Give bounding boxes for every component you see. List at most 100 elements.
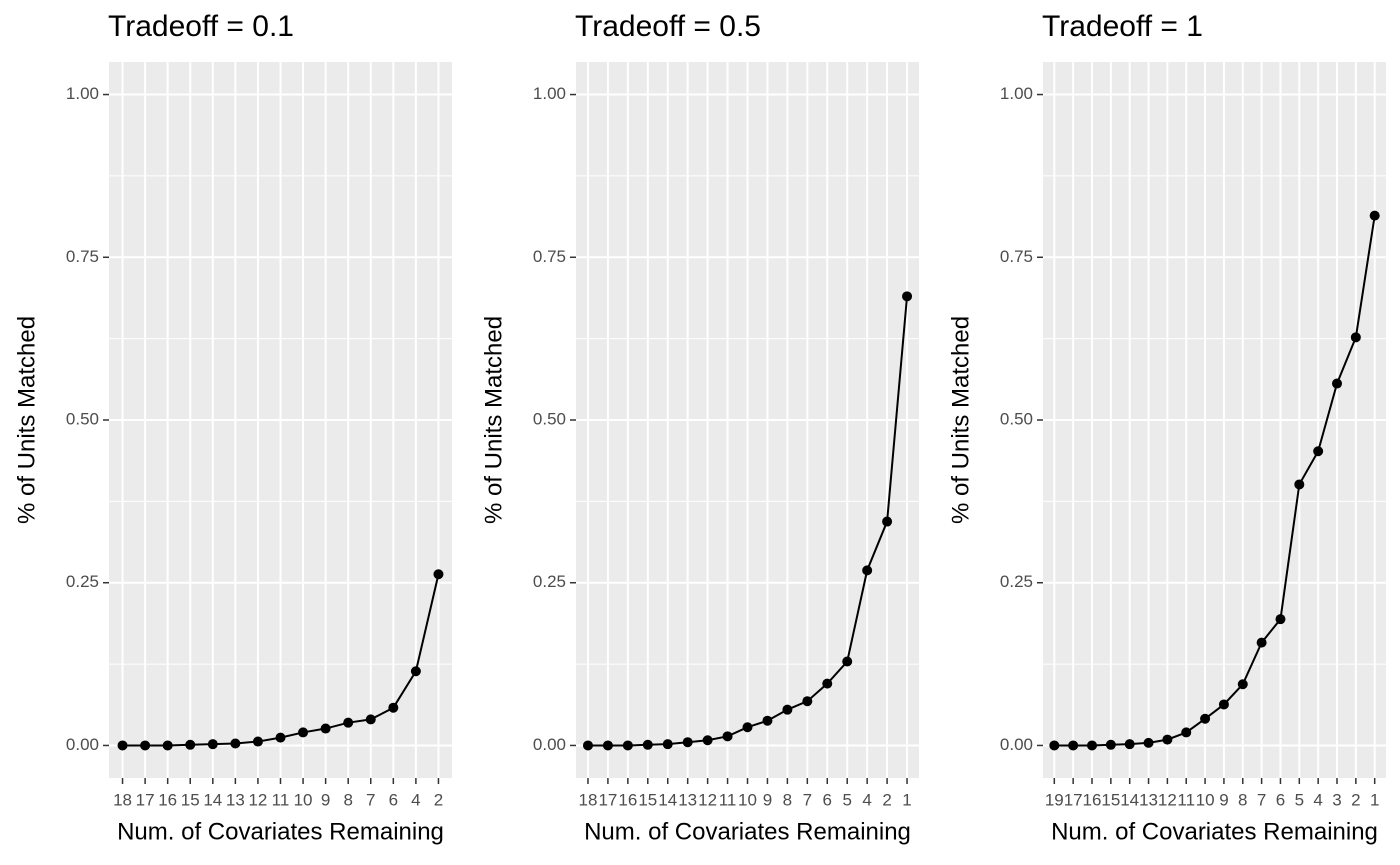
point — [252, 736, 263, 747]
point — [298, 727, 309, 738]
point — [1218, 699, 1229, 710]
point — [1313, 446, 1324, 457]
x-tick-label: 11 — [719, 790, 737, 809]
x-tick-label: 10 — [294, 790, 313, 809]
chart-title: Tradeoff = 1 — [1042, 10, 1203, 43]
point — [162, 740, 173, 751]
y-tick-label: 0.00 — [533, 735, 566, 754]
x-tick-label: 13 — [226, 790, 245, 809]
y-tick-label: 0.50 — [66, 409, 99, 428]
point — [882, 516, 893, 527]
y-tick-label: 0.50 — [1000, 409, 1033, 428]
point — [622, 740, 633, 751]
x-tick-label: 8 — [343, 790, 352, 809]
x-tick-label: 1 — [902, 790, 911, 809]
point — [140, 740, 151, 751]
x-tick-label: 14 — [1120, 790, 1139, 809]
y-tick-label: 1.00 — [533, 84, 566, 103]
x-tick-label: 11 — [272, 790, 290, 809]
x-tick-label: 12 — [1158, 790, 1177, 809]
x-tick-label: 13 — [678, 790, 697, 809]
point — [1105, 739, 1116, 750]
point — [782, 704, 793, 715]
point — [1294, 479, 1305, 490]
chart-title: Tradeoff = 0.5 — [575, 10, 761, 43]
point — [1275, 614, 1286, 625]
point — [862, 565, 873, 576]
x-tick-label: 15 — [1101, 790, 1120, 809]
point — [722, 731, 733, 742]
y-axis-title: % of Units Matched — [480, 316, 507, 524]
x-tick-label: 4 — [411, 790, 420, 809]
y-tick-label: 0.25 — [66, 572, 99, 591]
x-tick-label: 15 — [638, 790, 657, 809]
y-tick-label: 0.50 — [533, 409, 566, 428]
x-tick-label: 19 — [1045, 790, 1064, 809]
x-tick-label: 9 — [321, 790, 330, 809]
x-tick-label: 7 — [803, 790, 812, 809]
y-tick-label: 1.00 — [1000, 84, 1033, 103]
point — [185, 739, 196, 750]
point — [343, 717, 354, 728]
x-tick-label: 17 — [598, 790, 617, 809]
x-tick-label: 2 — [434, 790, 443, 809]
point — [1369, 210, 1380, 221]
x-axis-title: Num. of Covariates Remaining — [1051, 818, 1378, 845]
point — [1237, 679, 1248, 690]
x-tick-label: 7 — [366, 790, 375, 809]
y-axis-title: % of Units Matched — [13, 316, 40, 524]
point — [1162, 734, 1173, 745]
x-tick-label: 2 — [882, 790, 891, 809]
point — [207, 739, 218, 750]
x-tick-label: 9 — [763, 790, 772, 809]
point — [1200, 713, 1211, 724]
x-tick-label: 10 — [1196, 790, 1215, 809]
point — [742, 722, 753, 733]
point — [602, 740, 613, 751]
point — [642, 739, 653, 750]
y-tick-label: 0.75 — [1000, 247, 1033, 266]
x-tick-label: 7 — [1257, 790, 1266, 809]
point — [433, 569, 444, 580]
x-tick-label: 14 — [203, 790, 222, 809]
point — [410, 666, 421, 677]
x-axis-title: Num. of Covariates Remaining — [584, 818, 911, 845]
point — [842, 656, 853, 667]
point — [275, 732, 286, 743]
chart-title: Tradeoff = 0.1 — [108, 10, 294, 43]
x-tick-label: 13 — [1139, 790, 1158, 809]
point — [762, 715, 773, 726]
x-tick-label: 12 — [248, 790, 267, 809]
x-tick-label: 18 — [579, 790, 598, 809]
point — [230, 738, 241, 749]
point — [582, 740, 593, 751]
x-tick-label: 16 — [158, 790, 177, 809]
point — [682, 737, 693, 748]
point — [1332, 378, 1342, 389]
x-tick-label: 9 — [1219, 790, 1228, 809]
point — [365, 714, 376, 725]
x-tick-label: 16 — [1083, 790, 1102, 809]
point — [1181, 727, 1192, 738]
y-tick-label: 0.00 — [1000, 735, 1033, 754]
x-tick-label: 6 — [1276, 790, 1285, 809]
point — [662, 739, 673, 750]
point — [1350, 332, 1361, 343]
x-tick-label: 14 — [658, 790, 677, 809]
x-tick-label: 18 — [113, 790, 132, 809]
x-tick-label: 6 — [823, 790, 832, 809]
y-tick-label: 0.00 — [66, 735, 99, 754]
x-tick-label: 15 — [181, 790, 200, 809]
x-tick-label: 10 — [738, 790, 757, 809]
point — [1124, 739, 1135, 750]
point — [1087, 740, 1097, 751]
y-axis-title: % of Units Matched — [947, 316, 974, 524]
y-tick-label: 0.75 — [66, 247, 99, 266]
x-tick-label: 17 — [1064, 790, 1083, 809]
x-tick-label: 11 — [1177, 790, 1195, 809]
y-tick-label: 1.00 — [66, 84, 99, 103]
y-tick-label: 0.25 — [1000, 572, 1033, 591]
